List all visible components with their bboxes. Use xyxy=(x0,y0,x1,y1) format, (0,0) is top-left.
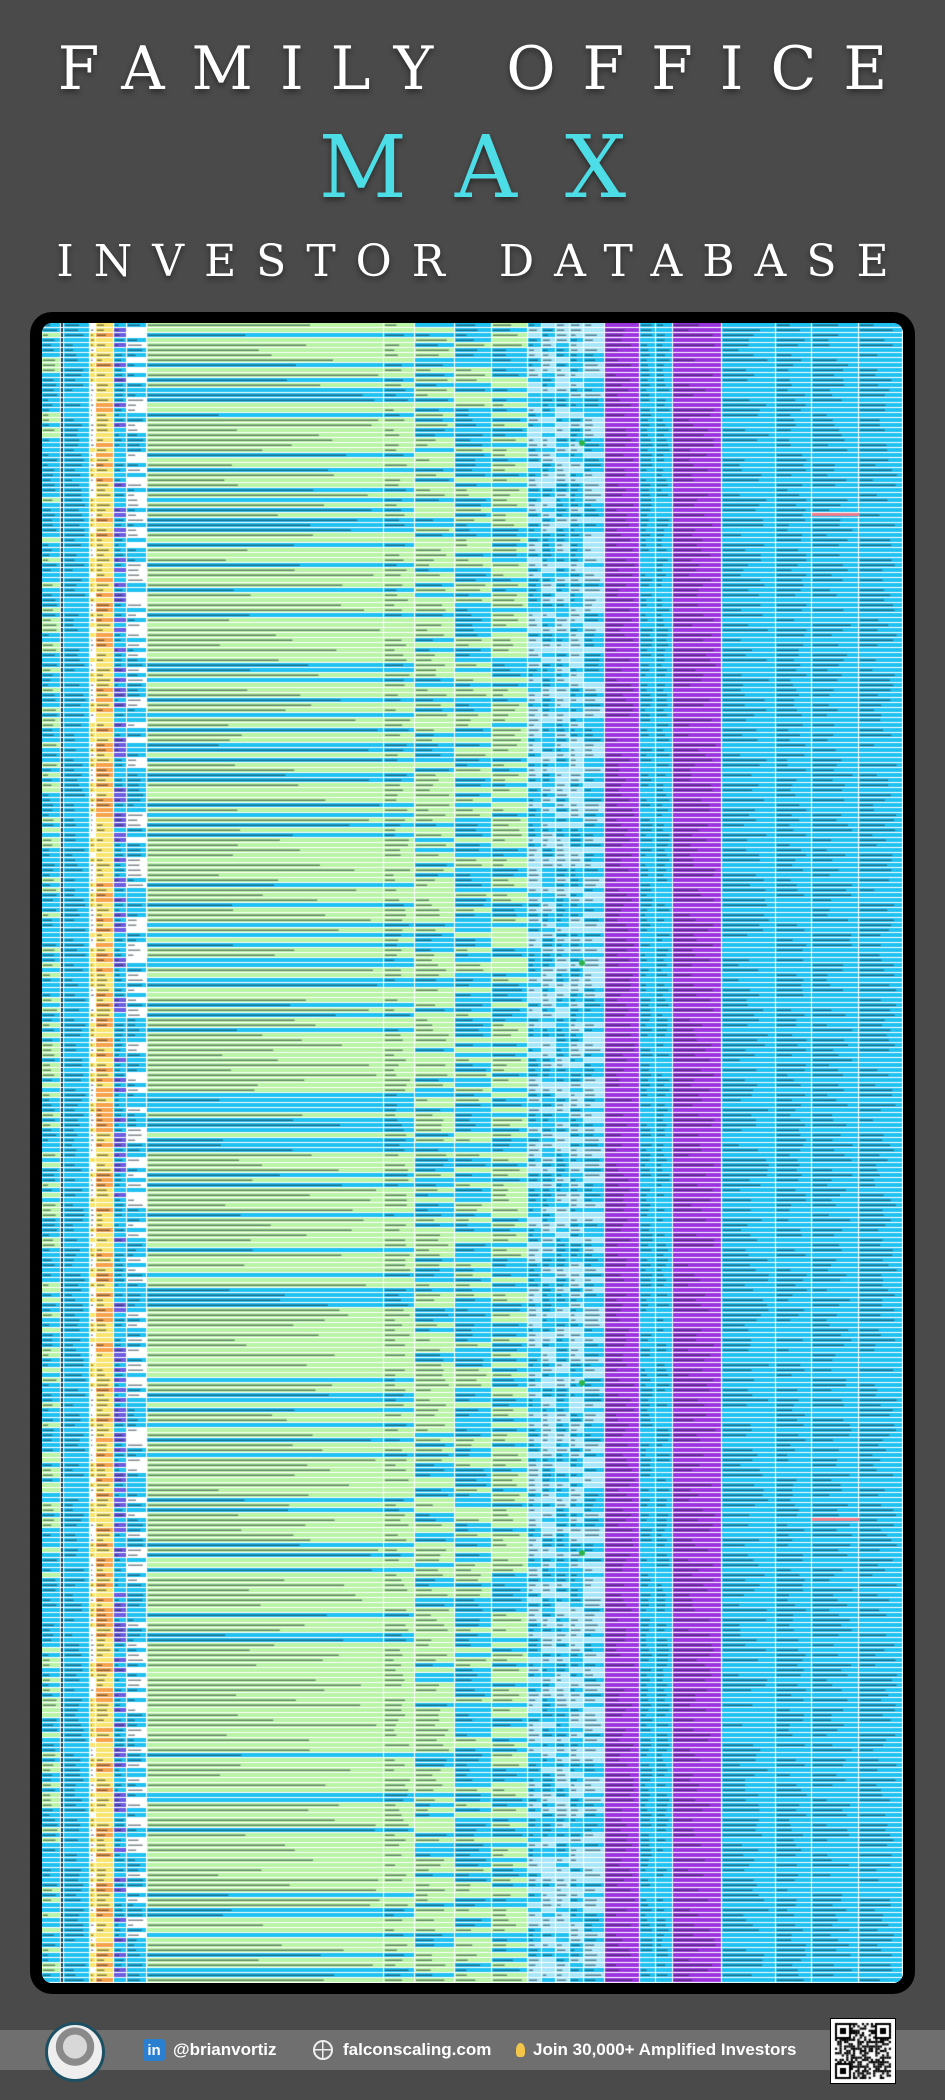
globe-icon xyxy=(313,2040,333,2060)
title-max: MAX xyxy=(318,118,675,218)
qr-code-icon[interactable] xyxy=(830,2018,896,2084)
website-text: falconscaling.com xyxy=(343,2040,492,2059)
linkedin-icon: in xyxy=(143,2039,165,2061)
title-investor-database: INVESTOR DATABASE xyxy=(56,236,909,287)
avatar xyxy=(45,2022,105,2082)
investor-spreadsheet-preview xyxy=(42,323,903,1983)
website-link[interactable]: falconscaling.com xyxy=(313,2038,491,2062)
newsletter-cta[interactable]: Join 30,000+ Amplified Investors xyxy=(516,2038,796,2062)
lightbulb-icon xyxy=(516,2043,525,2057)
title-family-office: FAMILY OFFICE xyxy=(57,34,915,104)
linkedin-handle: @brianvortiz xyxy=(173,2040,277,2059)
linkedin-link[interactable]: in @brianvortiz xyxy=(143,2038,276,2062)
cta-text: Join 30,000+ Amplified Investors xyxy=(533,2040,797,2059)
spreadsheet-frame xyxy=(30,312,915,1994)
